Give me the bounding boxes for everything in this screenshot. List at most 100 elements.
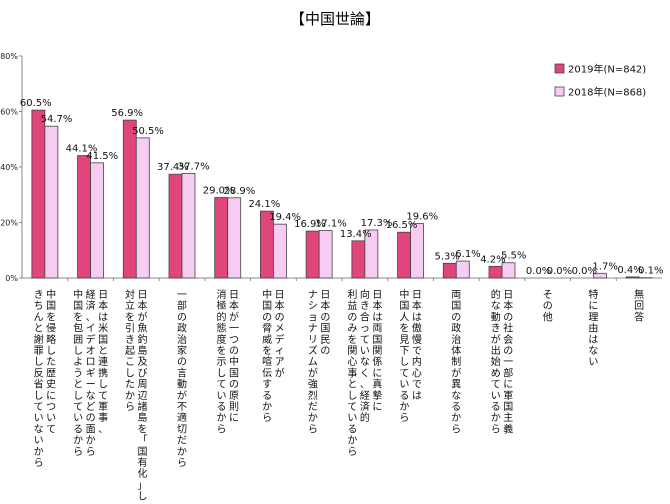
data-label: 29.0% (203, 186, 235, 197)
category-label-line: 経済、イデオロギーなどの面から (86, 288, 96, 458)
data-label: 5.5% (501, 251, 526, 262)
category-labels: 中国を侵略した歴史についてきちんと謝罪し反省していないから日本は米国と連携して軍… (34, 288, 645, 504)
category-label-line: 的な動きが出始めているから (491, 288, 501, 435)
bar (305, 230, 320, 279)
bar (442, 262, 457, 279)
bar (351, 240, 366, 279)
category-label: 日本は米国と連携して軍事、経済、イデオロギーなどの面から中国を包囲しようとしてい… (73, 288, 108, 458)
category-label-line: 日本は米国と連携して軍事、 (98, 290, 108, 435)
category-label-line: 日本のメディアが (275, 290, 285, 379)
data-label: 19.6% (406, 212, 438, 223)
data-label: 13.4% (340, 229, 372, 240)
legend-swatch (554, 86, 565, 97)
category-label: 特に理由はない (588, 289, 598, 368)
data-label: 16.5% (386, 220, 418, 231)
data-label: 50.5% (132, 126, 164, 137)
bar (168, 173, 183, 279)
bar (135, 137, 150, 279)
legend-label: 2018年(N=868) (568, 86, 646, 99)
data-label: 5.3% (434, 251, 459, 262)
category-label-line: 中国の脅威を喧伝するから (262, 288, 272, 424)
bar (501, 262, 516, 279)
category-label-line: 消極的態度を示しているから (216, 288, 226, 435)
y-tick-label: 20% (0, 219, 18, 228)
category-label-line: 一部の政治家の言動が不適切だから (177, 290, 187, 469)
data-label: 17.3% (361, 218, 393, 229)
bar (318, 230, 333, 279)
y-tick-label: 60% (0, 108, 18, 117)
data-label: 54.7% (41, 114, 73, 125)
bar (181, 172, 196, 279)
data-label: 16.9% (294, 219, 326, 230)
bar (31, 109, 46, 279)
category-label-line: 中国人を見下しているから (399, 288, 409, 424)
category-label-line: 日本は傲慢で内心では (412, 290, 422, 402)
y-tick-label: 0% (5, 274, 18, 283)
category-label-line: 対立を引き起こしたから (125, 288, 135, 413)
category-label-line: 両国の政治体制が異なるから (451, 290, 461, 435)
data-label: 44.1% (66, 144, 98, 155)
bar (364, 229, 379, 279)
bar (410, 223, 424, 279)
category-label-line: 日本の社会の一部に軍国主義 (503, 290, 513, 435)
data-label: 37.4% (157, 162, 189, 173)
category-label-line: ナショナリズムが強烈だから (308, 289, 318, 435)
category-label-line: 特に理由はない (588, 289, 598, 368)
bar (397, 231, 411, 279)
bars (31, 109, 653, 279)
data-label: 0.0% (526, 266, 551, 277)
bar (625, 276, 640, 279)
legend-swatch (554, 63, 565, 74)
bar (488, 265, 503, 279)
data-label: 56.9% (111, 108, 143, 119)
data-label: 17.1% (315, 219, 347, 230)
data-label: 41.5% (86, 151, 118, 162)
data-label: 24.1% (248, 199, 280, 210)
data-label: 60.5% (20, 98, 52, 109)
data-label: 4.2% (480, 254, 505, 265)
data-label: 19.4% (269, 212, 301, 223)
bar (122, 119, 137, 279)
category-label-line: 向き合っていなく、経済的 (360, 288, 370, 424)
category-label-line: 日本の国民の (320, 290, 330, 357)
category-label-line: 利益のみを関心事としているから (347, 289, 357, 458)
data-label: 0.0% (572, 266, 597, 277)
category-label-line: その他 (543, 289, 553, 323)
bar (273, 223, 287, 279)
category-label: 日本が魚釣島及び周辺諸島を「国有化」し、対立を引き起こしたから (125, 288, 148, 504)
data-label: 0.0% (547, 266, 572, 277)
data-label: 0.4% (617, 265, 642, 276)
bar (44, 125, 59, 279)
data-label: 37.7% (178, 161, 210, 172)
legend: 2019年(N=842) 2018年(N=868) (554, 63, 646, 99)
bar (77, 155, 91, 279)
category-label: その他 (543, 289, 553, 323)
bar (214, 197, 229, 279)
category-label-line: 無回答 (634, 288, 644, 323)
category-label-line: 日本は両国関係に真摯に (372, 290, 382, 413)
bar (90, 162, 104, 279)
category-label-line: 中国を包囲しようとしているから (73, 288, 83, 458)
legend-label: 2019年(N=842) (568, 63, 646, 76)
data-labels: 60.5% 44.1% 56.9% 37.4% 29.0% 24.1% 16.9% 13.4%… (20, 98, 664, 277)
category-label: 両国の政治体制が異なるから (451, 290, 461, 435)
bar (227, 197, 242, 279)
category-label-line: 中国を侵略した歴史について (46, 288, 56, 435)
category-label-line: 日本が一つの中国の原則に (229, 290, 239, 424)
category-label-line: きちんと謝罪し反省していないから (34, 289, 44, 469)
category-label: 無回答 (634, 288, 644, 323)
data-label: 1.7% (592, 261, 617, 272)
y-tick-label: 40% (0, 163, 18, 172)
y-tick-label: 80% (0, 52, 18, 61)
data-label: 6.1% (455, 249, 480, 260)
bar (455, 260, 470, 279)
data-label: 0.1% (638, 266, 663, 277)
